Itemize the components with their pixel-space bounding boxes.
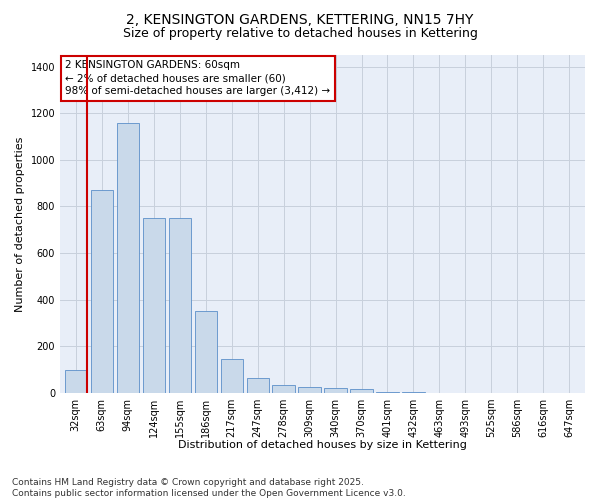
Bar bbox=[247, 378, 269, 393]
Bar bbox=[350, 390, 373, 393]
Bar bbox=[376, 392, 398, 393]
Text: 2, KENSINGTON GARDENS, KETTERING, NN15 7HY: 2, KENSINGTON GARDENS, KETTERING, NN15 7… bbox=[127, 12, 473, 26]
Bar bbox=[116, 122, 139, 393]
Bar bbox=[298, 387, 320, 393]
Bar bbox=[91, 190, 113, 393]
Text: 2 KENSINGTON GARDENS: 60sqm
← 2% of detached houses are smaller (60)
98% of semi: 2 KENSINGTON GARDENS: 60sqm ← 2% of deta… bbox=[65, 60, 331, 96]
Bar bbox=[194, 312, 217, 393]
Y-axis label: Number of detached properties: Number of detached properties bbox=[15, 136, 25, 312]
Bar bbox=[272, 384, 295, 393]
Bar bbox=[65, 370, 86, 393]
Bar bbox=[325, 388, 347, 393]
Text: Contains HM Land Registry data © Crown copyright and database right 2025.
Contai: Contains HM Land Registry data © Crown c… bbox=[12, 478, 406, 498]
Text: Size of property relative to detached houses in Kettering: Size of property relative to detached ho… bbox=[122, 28, 478, 40]
Bar bbox=[221, 359, 242, 393]
Bar bbox=[169, 218, 191, 393]
X-axis label: Distribution of detached houses by size in Kettering: Distribution of detached houses by size … bbox=[178, 440, 467, 450]
Bar bbox=[143, 218, 164, 393]
